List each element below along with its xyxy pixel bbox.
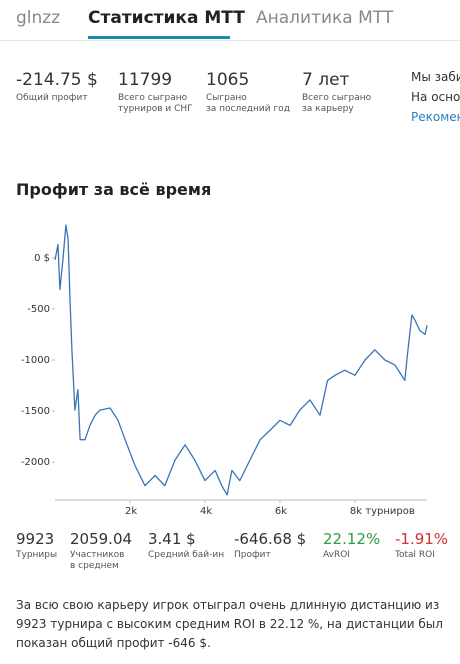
- tab-active[interactable]: Статистика MTT: [88, 8, 245, 28]
- y-tick-label: -2000: [21, 457, 50, 468]
- description: За всю свою карьеру игрок отыграл очень …: [16, 598, 443, 650]
- summary-value: -1.91%: [395, 530, 449, 548]
- stat-label: Общий профит: [16, 93, 88, 103]
- summary-value: 3.41 $: [148, 530, 196, 548]
- summary-item: 3.41 $ Средний бай-ин: [148, 530, 224, 561]
- stat: 7 лет Всего сыграно за карьеру: [302, 70, 371, 115]
- summary-value: 22.12%: [323, 530, 381, 548]
- summary-item: -646.68 $ Профит: [234, 530, 306, 561]
- tab[interactable]: glnzz: [16, 8, 61, 28]
- side-text: Мы заби: [411, 70, 460, 84]
- stat-label: Всего сыграно турниров и СНГ: [118, 93, 193, 114]
- side-link[interactable]: Рекомен: [411, 110, 460, 124]
- stat-label: Всего сыграно за карьеру: [302, 93, 372, 114]
- x-tick-label: 6k: [275, 506, 287, 517]
- y-tick-label: -1500: [21, 406, 50, 417]
- summary-value: 9923: [16, 530, 55, 548]
- summary-value: 2059.04: [70, 530, 133, 548]
- chart-title: Профит за всё время: [16, 180, 212, 199]
- summary-label: Турниры: [16, 550, 58, 560]
- summary-label: Профит: [234, 550, 271, 560]
- stat-value: 1065: [206, 70, 250, 90]
- x-tick-label: 4k: [200, 506, 212, 517]
- x-tick-label: 2k: [125, 506, 137, 517]
- tab[interactable]: Аналитика MTT: [256, 8, 394, 28]
- tab-underline: [88, 36, 230, 39]
- summary-item: 22.12% AvROI: [323, 530, 380, 561]
- summary-label: AvROI: [323, 550, 350, 560]
- chart: 0 $ -500 -1000 -1500 -2000 2k 4k 6k 8k турниров: [21, 224, 428, 517]
- stat: 11799 Всего сыграно турниров и СНГ: [118, 70, 193, 115]
- summary-item: 2059.04 Участников в среднем: [70, 530, 132, 572]
- x-tick-label: 8k турниров: [350, 506, 415, 517]
- summary-label: Участников в среднем: [70, 550, 125, 571]
- summary-label: Total ROI: [395, 550, 435, 560]
- summary-item: -1.91% Total ROI: [395, 530, 448, 561]
- stat: -214.75 $ Общий профит: [16, 70, 98, 104]
- summary-label: Средний бай-ин: [148, 550, 225, 560]
- summary-value: -646.68 $: [234, 530, 307, 548]
- y-tick-label: -1000: [21, 355, 50, 366]
- stat-label: Сыграно за последний год: [206, 93, 290, 114]
- stat: 1065 Сыграно за последний год: [206, 70, 290, 115]
- side-text: На осно: [411, 90, 460, 104]
- stat-value: 7 лет: [302, 70, 350, 90]
- profit-line: [54, 224, 428, 496]
- tabs: glnzz Статистика MTT Аналитика MTT: [0, 0, 460, 41]
- summary-item: 9923 Турниры: [16, 530, 57, 561]
- stat-value: -214.75 $: [16, 70, 98, 90]
- y-tick-label: 0 $: [34, 253, 50, 264]
- y-tick-label: -500: [27, 304, 50, 315]
- stat-value: 11799: [118, 70, 173, 90]
